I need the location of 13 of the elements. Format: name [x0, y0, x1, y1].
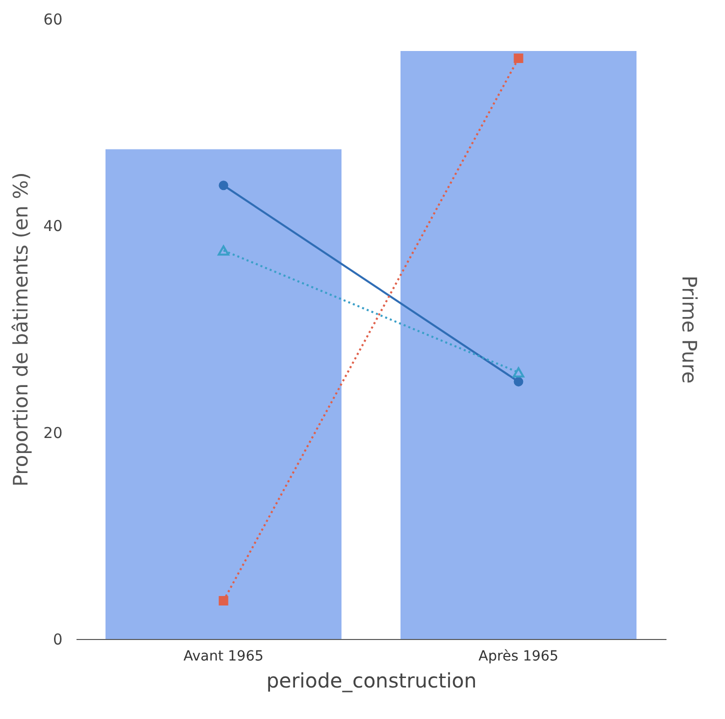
x-axis-title: periode_construction [266, 668, 477, 692]
y2-axis-title: Prime Pure [678, 275, 702, 384]
y-axis-title: Proportion de bâtiments (en %) [8, 172, 32, 487]
y-tick-label: 0 [52, 630, 62, 648]
point [514, 376, 524, 386]
y-tick-label: 60 [43, 10, 62, 28]
point [218, 596, 228, 606]
x-tick-label: Avant 1965 [183, 648, 264, 664]
x-tick-label: Après 1965 [478, 648, 558, 664]
point [514, 54, 524, 64]
y-tick-label: 40 [43, 217, 62, 236]
point [218, 180, 228, 190]
y-tick-label: 20 [43, 424, 62, 442]
